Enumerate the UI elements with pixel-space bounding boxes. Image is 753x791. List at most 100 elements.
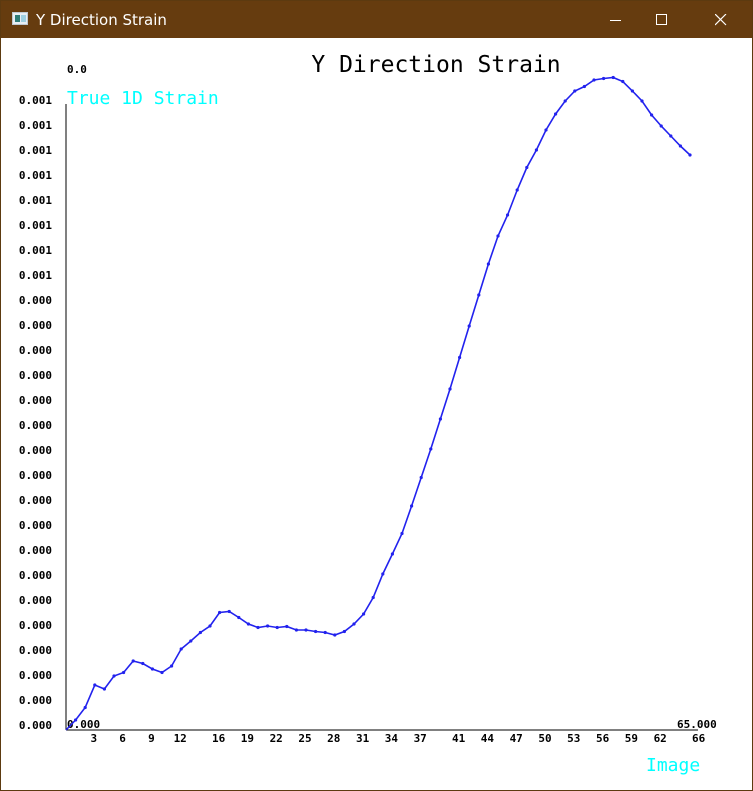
x-tick-label: 62 — [654, 732, 667, 745]
data-point — [227, 609, 231, 614]
y-axis-label: True 1D Strain — [67, 88, 219, 109]
data-point — [448, 387, 452, 391]
x-tick-label: 47 — [510, 732, 523, 745]
data-point — [678, 144, 683, 148]
y-tick-label: 0.001 — [19, 144, 52, 157]
y-tick-label: 0.000 — [19, 469, 52, 482]
data-point — [611, 75, 615, 80]
data-point — [534, 148, 539, 152]
data-point — [467, 324, 471, 328]
y-tick-label: 0.000 — [19, 369, 52, 382]
data-point — [74, 718, 78, 722]
data-point — [122, 670, 126, 675]
data-point — [102, 687, 106, 691]
window-title: Y Direction Strain — [36, 11, 167, 29]
x-tick-label: 44 — [481, 732, 495, 745]
data-point — [525, 165, 529, 170]
x-tick-label: 53 — [567, 732, 580, 745]
y-tick-label: 0.000 — [19, 519, 52, 532]
data-point — [573, 89, 577, 93]
data-point — [112, 674, 116, 678]
x-tick-label: 28 — [327, 732, 340, 745]
y-tick-label: 0.000 — [19, 394, 52, 407]
x-tick-label: 6 — [119, 732, 126, 745]
minimize-icon — [610, 20, 621, 21]
data-point — [275, 625, 279, 630]
data-point — [256, 625, 260, 630]
minimize-button[interactable] — [593, 1, 639, 38]
maximize-button[interactable] — [639, 1, 685, 38]
x-axis-label: Image — [646, 755, 700, 776]
data-point — [429, 447, 433, 451]
data-point — [630, 89, 635, 93]
data-point — [294, 628, 298, 632]
x-tick-label: 16 — [212, 732, 226, 745]
x-tick-label: 19 — [241, 732, 254, 745]
x-tick-label: 22 — [270, 732, 283, 745]
data-point — [304, 628, 308, 632]
y-tick-label: 0.001 — [19, 219, 52, 232]
data-point — [246, 622, 250, 626]
data-point — [410, 504, 414, 508]
data-point — [650, 113, 654, 117]
data-point — [266, 624, 270, 628]
x-tick-label: 59 — [625, 732, 638, 745]
data-point — [669, 134, 673, 138]
x-tick-label: 9 — [148, 732, 155, 745]
data-point — [544, 128, 548, 132]
data-point — [477, 293, 481, 297]
data-point — [237, 615, 241, 620]
y-tick-label: 0.000 — [19, 644, 52, 657]
data-point — [381, 572, 385, 576]
data-point — [333, 633, 337, 637]
data-point — [496, 234, 500, 238]
data-point — [400, 531, 404, 536]
data-point — [602, 76, 606, 81]
x-tick-label: 37 — [414, 732, 427, 745]
x-tick-label: 34 — [385, 732, 399, 745]
x-axis-end-label: 65.000 — [677, 718, 717, 731]
data-point — [131, 659, 135, 663]
data-point — [621, 79, 625, 84]
title-bar[interactable]: Y Direction Strain — [1, 1, 752, 38]
y-tick-label: 0.001 — [19, 269, 52, 282]
x-tick-label: 66 — [692, 732, 706, 745]
x-tick-label: 41 — [452, 732, 466, 745]
y-tick-label: 0.000 — [19, 444, 52, 457]
data-point — [486, 262, 490, 266]
y-tick-label: 0.001 — [19, 119, 52, 132]
y-tick-label: 0.000 — [19, 544, 52, 557]
y-tick-label: 0.001 — [19, 169, 52, 182]
data-point — [515, 188, 519, 192]
data-point — [640, 99, 644, 103]
data-point — [458, 355, 462, 360]
data-point — [563, 99, 567, 103]
y-tick-label: 0.000 — [19, 694, 52, 707]
y-tick-label: 0.001 — [19, 194, 52, 207]
x-tick-label: 56 — [596, 732, 610, 745]
data-point — [390, 552, 394, 556]
data-point — [218, 610, 222, 615]
chart-title: Y Direction Strain — [311, 52, 560, 78]
y-tick-label: 0.001 — [19, 244, 52, 257]
data-point — [582, 84, 587, 89]
y-tick-label: 0.000 — [19, 494, 52, 507]
y-tick-label: 0.000 — [19, 594, 52, 607]
close-button[interactable] — [698, 1, 744, 38]
data-point — [189, 639, 193, 643]
data-point — [314, 629, 318, 634]
data-point — [659, 124, 663, 128]
data-point — [179, 647, 183, 651]
data-point — [371, 595, 375, 600]
x-tick-label: 31 — [356, 732, 370, 745]
data-point — [688, 153, 692, 157]
y-tick-label: 0.000 — [19, 319, 52, 332]
maximize-icon — [656, 14, 667, 25]
data-point — [419, 475, 423, 480]
data-point — [141, 661, 145, 666]
y-tick-label: 0.001 — [19, 94, 52, 107]
data-point — [160, 670, 164, 675]
data-point — [592, 78, 596, 82]
app-window-icon — [12, 12, 28, 25]
